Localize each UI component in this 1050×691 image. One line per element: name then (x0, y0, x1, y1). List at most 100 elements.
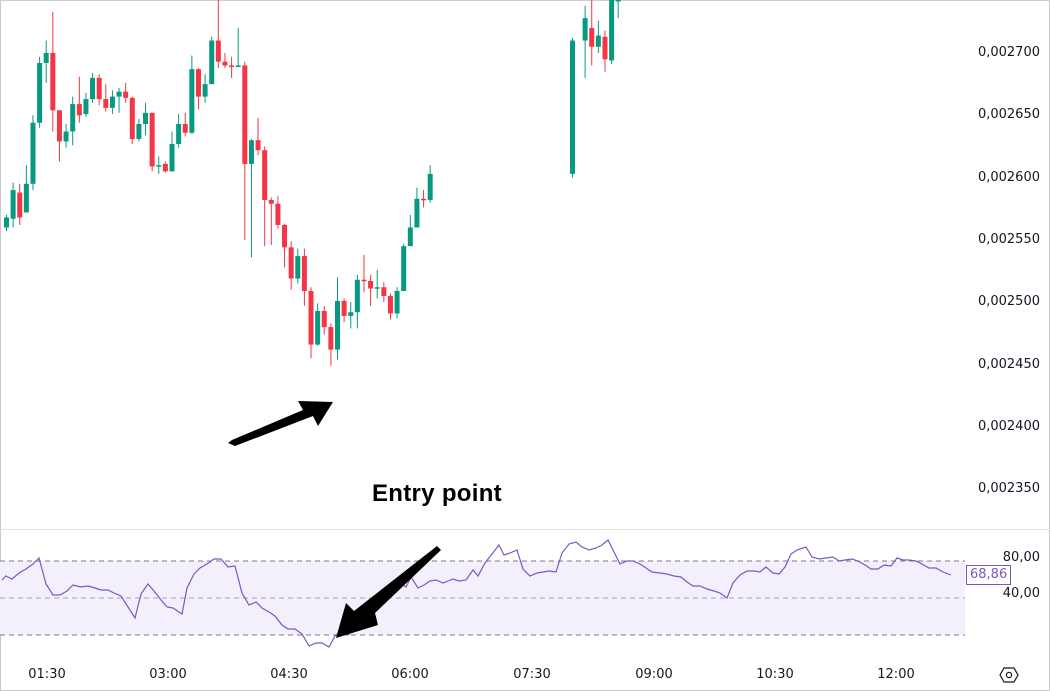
price-tick: 0,002350 (977, 481, 1040, 496)
hexagon-gear-icon (999, 667, 1019, 683)
time-tick: 10:30 (756, 667, 794, 682)
candle-body (315, 310, 321, 345)
candle-body (414, 198, 420, 228)
candle-body (209, 40, 215, 85)
candle-body (156, 165, 162, 167)
price-tick: 0,002550 (977, 232, 1040, 247)
candle-body (202, 84, 208, 97)
candle-body (308, 290, 314, 345)
candle-body (582, 18, 588, 41)
chart-settings-button[interactable] (999, 666, 1019, 684)
candle-body (595, 35, 601, 47)
candle-body (23, 183, 29, 213)
rsi-line (1, 539, 952, 648)
candle-body (116, 91, 122, 97)
candle-body (222, 61, 228, 66)
candle-body (56, 110, 62, 142)
candlestick-series (4, 0, 621, 366)
time-tick: 09:00 (635, 667, 673, 682)
candle-body (275, 203, 281, 225)
candle-body (282, 224, 288, 248)
candle-body (394, 290, 400, 314)
candle-body (162, 163, 168, 172)
time-tick: 03:00 (149, 667, 187, 682)
candle-body (43, 53, 49, 63)
candle-body (242, 65, 248, 164)
candle-body (348, 312, 354, 316)
candle-body (37, 62, 43, 123)
candle-body (76, 104, 82, 116)
candle-body (30, 122, 36, 184)
arrow-annotation-rsi (336, 546, 441, 638)
rsi-pane[interactable]: 80,00 40,00 (0, 530, 1050, 655)
time-tick: 01:30 (28, 667, 66, 682)
price-tick: 0,002700 (977, 45, 1040, 60)
candle-body (136, 124, 142, 139)
candle-body (354, 279, 360, 313)
candle-body (176, 124, 182, 144)
candle-body (10, 190, 16, 219)
candle-body (295, 256, 301, 279)
price-tick: 0,002450 (977, 357, 1040, 372)
candle-body (17, 192, 23, 218)
candle-body (90, 77, 96, 100)
candle-body (341, 300, 347, 316)
candle-body (615, 0, 621, 2)
candle-body (129, 97, 135, 139)
candle-body (407, 227, 413, 247)
candle-body (387, 295, 393, 314)
price-tick: 0,002650 (977, 107, 1040, 122)
candle-body (248, 140, 254, 164)
price-pane[interactable] (0, 0, 1050, 529)
rsi-indicator (0, 539, 965, 648)
candle-body (321, 310, 327, 328)
candle-body (361, 279, 367, 282)
time-tick: 06:00 (391, 667, 429, 682)
candle-body (288, 247, 294, 279)
pane-separator[interactable] (0, 529, 1050, 530)
candle-body (235, 65, 241, 67)
candle-body (301, 256, 307, 291)
candle-body (63, 131, 69, 142)
candle-body (401, 246, 407, 291)
rsi-tick-80: 80,00 (1002, 550, 1040, 565)
candle-body (427, 173, 433, 201)
candle-body (602, 36, 608, 60)
candle-body (50, 53, 56, 111)
rsi-value-badge: 68,86 (966, 565, 1012, 585)
arrow-annotation-price (228, 401, 333, 446)
candle-body (143, 112, 149, 125)
time-tick: 12:00 (877, 667, 915, 682)
candle-body (255, 140, 261, 151)
arrow-icon (228, 401, 333, 446)
candle-body (70, 104, 76, 132)
price-tick: 0,002400 (977, 419, 1040, 434)
candle-body (589, 28, 595, 47)
candle-body (268, 200, 274, 204)
time-tick: 07:30 (513, 667, 551, 682)
candle-body (149, 112, 155, 167)
candle-body (421, 198, 427, 201)
candle-body (609, 0, 615, 61)
candle-body (328, 327, 334, 350)
candle-body (4, 217, 9, 228)
candle-body (368, 281, 374, 289)
candle-body (335, 300, 340, 350)
candle-body (570, 40, 575, 174)
candle-body (215, 40, 221, 62)
candle-body (96, 77, 102, 100)
candle-body (381, 287, 387, 296)
candle-body (195, 69, 201, 97)
candle-body (123, 91, 129, 98)
price-tick: 0,002500 (977, 294, 1040, 309)
price-tick: 0,002600 (977, 170, 1040, 185)
candle-body (229, 65, 235, 67)
candle-body (374, 287, 380, 289)
candle-body (83, 99, 89, 115)
rsi-tick-40: 40,00 (1002, 586, 1040, 601)
candle-body (262, 150, 268, 201)
time-tick: 04:30 (270, 667, 308, 682)
candle-body (182, 124, 188, 133)
candle-body (189, 69, 195, 133)
candle-body (169, 143, 175, 172)
